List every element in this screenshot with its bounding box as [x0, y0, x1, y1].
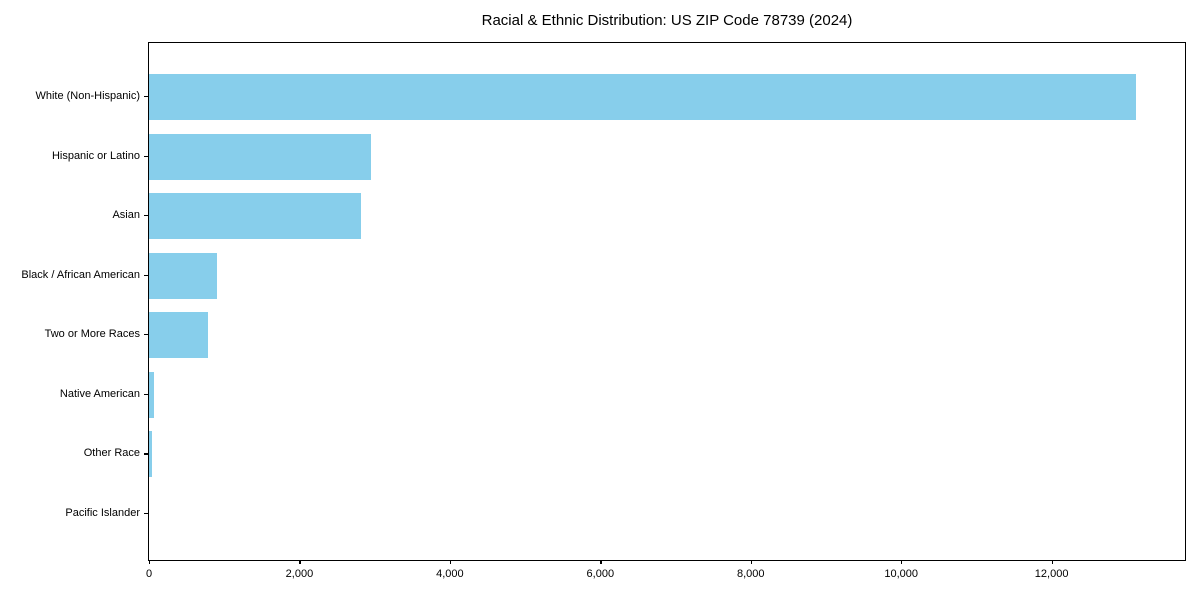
y-tick-label: White (Non-Hispanic): [35, 90, 140, 102]
bar: [149, 431, 152, 478]
y-tick-mark: [144, 215, 148, 217]
x-tick-mark: [1051, 560, 1053, 564]
x-tick-label: 6,000: [586, 568, 615, 580]
y-tick-label: Asian: [112, 209, 140, 222]
bar: [149, 74, 1136, 120]
bar: [149, 252, 218, 299]
x-tick-label: 0: [145, 568, 153, 580]
y-tick-label: Black / African American: [21, 268, 140, 281]
y-tick-mark: [144, 96, 148, 98]
y-tick-label: Hispanic or Latino: [51, 149, 140, 162]
x-tick-label: 12,000: [1034, 568, 1069, 580]
y-tick-mark: [144, 334, 148, 336]
bar: [149, 193, 361, 240]
bar: [149, 312, 208, 359]
x-tick-mark: [750, 560, 752, 564]
y-tick-label: Native American: [59, 387, 140, 400]
x-tick-mark: [299, 560, 301, 564]
y-tick-mark: [144, 453, 148, 455]
x-tick-label: 8,000: [736, 568, 765, 580]
y-tick-mark: [144, 274, 148, 276]
y-tick-mark: [144, 512, 148, 515]
x-tick-label: 10,000: [884, 568, 919, 580]
bar: [149, 133, 371, 180]
y-tick-label: Pacific Islander: [65, 506, 140, 519]
x-tick-mark: [901, 560, 903, 564]
x-tick-label: 4,000: [436, 568, 464, 580]
y-tick-label: Two or More Races: [44, 328, 140, 341]
x-tick-mark: [600, 560, 602, 564]
chart-title: Racial & Ethnic Distribution: US ZIP Cod…: [481, 12, 853, 29]
plot-area: [148, 42, 1186, 561]
x-tick-mark: [449, 560, 452, 564]
x-tick-label: 2,000: [285, 568, 314, 580]
x-tick-mark: [149, 560, 151, 564]
y-tick-mark: [144, 393, 148, 396]
y-tick-mark: [144, 155, 148, 157]
bar: [149, 371, 154, 418]
y-tick-label: Other Race: [83, 447, 140, 460]
